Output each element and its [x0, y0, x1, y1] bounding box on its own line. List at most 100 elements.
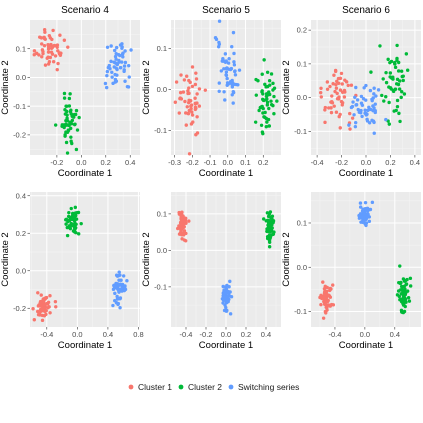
point-cluster-1 — [46, 55, 50, 59]
point-cluster-1 — [187, 152, 192, 156]
point-cluster-2 — [393, 61, 397, 66]
point-cluster-1 — [193, 101, 198, 106]
point-switching-series — [361, 207, 365, 211]
point-switching-series — [114, 57, 118, 61]
point-cluster-2 — [272, 86, 277, 90]
point-cluster-1 — [195, 131, 200, 135]
point-switching-series — [228, 67, 233, 72]
point-cluster-2 — [254, 93, 258, 97]
point-switching-series — [227, 285, 231, 289]
point-cluster-2 — [396, 69, 401, 73]
point-cluster-2 — [53, 123, 58, 127]
point-switching-series — [224, 305, 228, 310]
point-cluster-2 — [72, 215, 77, 219]
y-tick-label: 0.0 — [16, 73, 26, 82]
point-cluster-1 — [54, 305, 58, 309]
point-switching-series — [360, 114, 364, 119]
point-cluster-2 — [69, 108, 73, 112]
point-cluster-2 — [265, 227, 269, 231]
point-cluster-1 — [333, 89, 337, 94]
point-switching-series — [223, 291, 227, 295]
point-cluster-1 — [337, 97, 341, 101]
point-cluster-2 — [400, 288, 405, 293]
point-switching-series — [362, 86, 366, 90]
y-axis-label: Coordinate 2 — [281, 60, 292, 114]
point-cluster-2 — [395, 43, 399, 48]
point-cluster-1 — [43, 63, 48, 67]
point-cluster-2 — [70, 122, 74, 126]
point-cluster-2 — [388, 71, 393, 75]
point-cluster-2 — [70, 141, 74, 146]
point-cluster-2 — [265, 70, 270, 75]
point-cluster-2 — [253, 120, 258, 124]
point-cluster-2 — [393, 65, 398, 70]
point-switching-series — [359, 214, 364, 219]
point-switching-series — [370, 200, 375, 205]
y-tick-label: 0.2 — [297, 26, 307, 35]
point-switching-series — [358, 212, 363, 216]
x-tick-label: -0.2 — [335, 158, 348, 167]
y-axis-label: Coordinate 2 — [141, 232, 152, 286]
point-cluster-1 — [31, 307, 35, 311]
point-switching-series — [230, 85, 235, 89]
point-switching-series — [222, 90, 226, 94]
point-switching-series — [213, 36, 218, 40]
point-cluster-1 — [190, 65, 195, 69]
point-cluster-2 — [64, 122, 68, 126]
point-switching-series — [123, 79, 127, 83]
point-switching-series — [120, 60, 124, 64]
point-cluster-2 — [400, 89, 404, 94]
point-switching-series — [126, 85, 131, 89]
point-cluster-2 — [265, 120, 269, 124]
point-switching-series — [372, 131, 376, 135]
point-cluster-1 — [338, 126, 342, 130]
y-tick-label: -0.1 — [154, 282, 167, 291]
point-cluster-2 — [65, 225, 69, 230]
x-tick-label: 0.2 — [385, 158, 395, 167]
point-cluster-1 — [173, 100, 178, 104]
point-cluster-1 — [323, 300, 328, 305]
point-cluster-2 — [398, 119, 402, 124]
point-cluster-2 — [267, 245, 272, 249]
point-cluster-1 — [177, 232, 182, 236]
point-cluster-1 — [203, 88, 208, 92]
point-cluster-2 — [384, 70, 388, 75]
point-switching-series — [358, 205, 363, 209]
point-switching-series — [113, 298, 117, 303]
point-switching-series — [115, 286, 119, 290]
point-switching-series — [104, 85, 109, 90]
point-switching-series — [364, 83, 368, 88]
point-switching-series — [129, 48, 133, 52]
point-cluster-1 — [330, 94, 334, 98]
point-switching-series — [228, 279, 232, 284]
panel-6: -0.4 0.0 0.4 -0.1 0.0 0.1 Coordinate 1 Coordina… — [281, 192, 421, 351]
point-switching-series — [362, 215, 366, 219]
point-cluster-1 — [51, 28, 55, 33]
point-switching-series — [232, 60, 236, 64]
point-cluster-1 — [47, 60, 52, 64]
point-cluster-2 — [65, 151, 70, 155]
point-cluster-2 — [77, 115, 81, 120]
point-cluster-1 — [327, 106, 331, 110]
point-cluster-1 — [319, 302, 323, 307]
point-cluster-2 — [67, 96, 72, 101]
point-cluster-2 — [268, 221, 272, 225]
point-cluster-1 — [197, 104, 202, 108]
point-cluster-1 — [328, 295, 333, 299]
point-switching-series — [123, 49, 127, 53]
point-switching-series — [368, 107, 373, 112]
point-cluster-1 — [195, 92, 199, 96]
point-cluster-2 — [73, 226, 78, 230]
point-cluster-1 — [329, 106, 333, 110]
point-cluster-2 — [369, 70, 373, 74]
point-cluster-2 — [264, 125, 268, 129]
x-tick-label: 0.2 — [258, 158, 268, 167]
point-cluster-1 — [50, 37, 54, 42]
x-tick-label: -0.4 — [180, 330, 193, 339]
point-switching-series — [356, 107, 360, 112]
x-tick-label: 0.0 — [223, 158, 233, 167]
point-switching-series — [231, 90, 236, 95]
point-switching-series — [117, 270, 121, 274]
point-switching-series — [121, 51, 125, 55]
point-switching-series — [230, 78, 234, 83]
